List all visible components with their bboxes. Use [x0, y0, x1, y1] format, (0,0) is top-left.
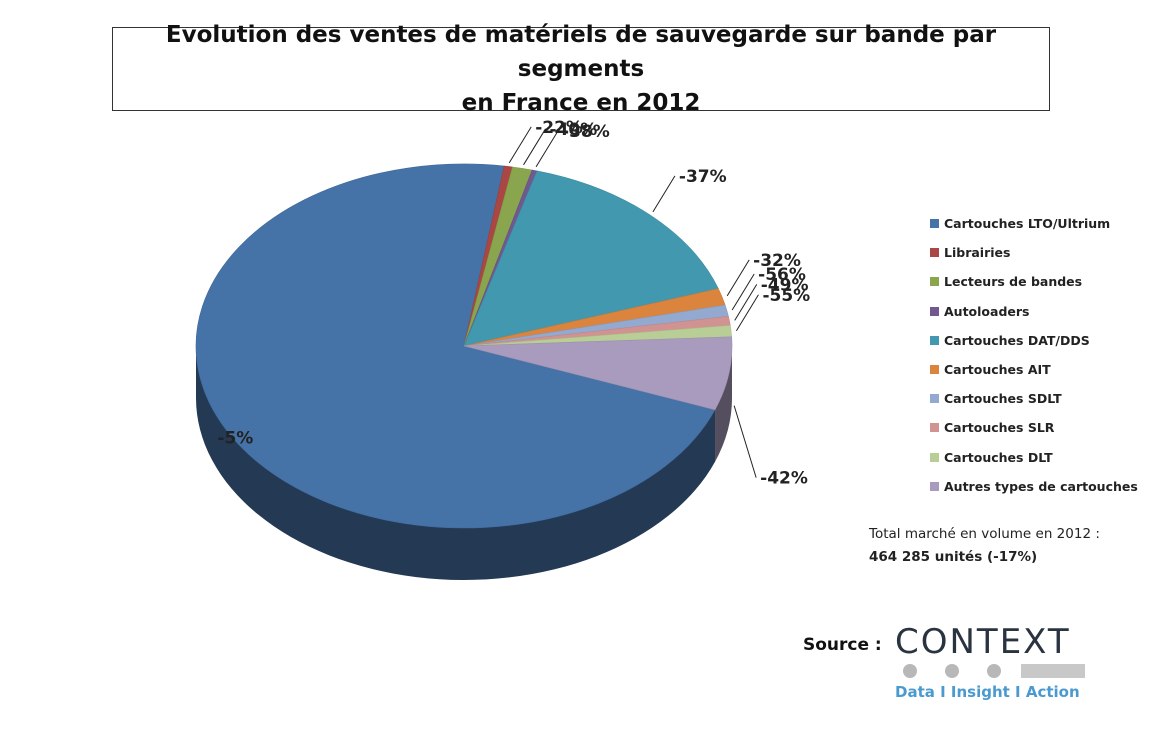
legend-swatch — [930, 248, 939, 258]
leader-line — [652, 175, 676, 213]
leader-line — [733, 405, 757, 478]
legend-item: Autres types de cartouches — [930, 472, 1138, 501]
pie-top-faces — [195, 163, 733, 529]
leader-line — [726, 259, 750, 297]
logo-tagline: Data I Insight I Action — [895, 683, 1080, 701]
leader-line — [508, 126, 532, 164]
chart-title-line-1: Evolution des ventes de matériels de sau… — [165, 22, 997, 82]
legend-item: Cartouches DAT/DDS — [930, 326, 1138, 355]
data-label: -42% — [760, 469, 808, 489]
data-label: -22% — [535, 118, 583, 138]
data-label: -56% — [758, 265, 806, 285]
data-label: -38% — [562, 122, 610, 142]
legend-label: Cartouches AIT — [944, 362, 1051, 378]
legend-item: Autoloaders — [930, 297, 1138, 326]
legend-swatch — [930, 335, 939, 345]
data-label: -49% — [761, 275, 809, 295]
data-label: -32% — [753, 251, 801, 271]
legend-label: Autoloaders — [944, 303, 1030, 319]
legend-item: Lecteurs de bandes — [930, 267, 1138, 296]
legend-label: Cartouches SLR — [944, 420, 1055, 436]
legend-swatch — [930, 394, 939, 404]
data-label: -5% — [217, 428, 253, 448]
legend-label: Cartouches LTO/Ultrium — [944, 216, 1111, 232]
logo-dot — [945, 664, 959, 678]
legend-item: Librairies — [930, 238, 1138, 267]
chart-legend: Cartouches LTO/Ultrium Librairies Lecteurs… — [930, 209, 1138, 501]
legend-item: Cartouches LTO/Ultrium — [930, 209, 1138, 238]
total-market-label: Total marché en volume en 2012 : — [869, 526, 1100, 542]
pie-slice-autres-types-de-cartouches — [463, 336, 733, 411]
legend-label: Cartouches DLT — [944, 449, 1053, 465]
legend-swatch — [930, 365, 939, 375]
legend-item: Cartouches SDLT — [930, 384, 1138, 413]
logo-dots — [895, 662, 1085, 680]
logo-dot — [903, 664, 917, 678]
logo-dot — [987, 664, 1001, 678]
data-label: -40% — [550, 120, 598, 140]
logo-bar — [1021, 664, 1085, 678]
legend-swatch — [930, 306, 939, 316]
legend-label: Lecteurs de bandes — [944, 274, 1083, 290]
context-logo: CONTEXT Data I Insight I Action — [895, 624, 1085, 704]
chart-title-box: Evolution des ventes de matériels de sau… — [112, 22, 1050, 116]
pie-slice-cartouches-lto-ultrium — [195, 163, 716, 529]
legend-item: Cartouches SLR — [930, 413, 1138, 442]
leader-line — [731, 273, 755, 311]
leader-line — [736, 294, 759, 332]
legend-swatch — [930, 219, 939, 229]
pie-labels: -5% -22%-40%-38% -37% -32%-56%-49%-55% -42% — [217, 118, 810, 489]
pie-side-autres-types-de-cartouches — [715, 346, 732, 462]
leader-line — [523, 128, 546, 166]
leader-line — [535, 130, 559, 168]
legend-swatch — [930, 452, 939, 462]
pie-slice-cartouches-dat-dds — [463, 170, 719, 347]
leader-line — [734, 284, 758, 321]
data-label: -55% — [762, 286, 810, 306]
legend-item: Cartouches DLT — [930, 443, 1138, 472]
total-market-note: Total marché en volume en 2012 : 464 285… — [869, 523, 1100, 569]
data-label: -37% — [679, 167, 727, 187]
chart-title-line-2: en France en 2012 — [461, 90, 701, 116]
legend-item: Cartouches AIT — [930, 355, 1138, 384]
legend-swatch — [930, 481, 939, 491]
logo-wordmark: CONTEXT — [895, 622, 1071, 662]
legend-label: Cartouches SDLT — [944, 391, 1062, 407]
legend-label: Librairies — [944, 245, 1011, 261]
total-market-value: 464 285 unités (-17%) — [869, 549, 1038, 565]
source-label: Source : — [803, 635, 882, 655]
pie-side-walls — [196, 346, 732, 581]
legend-label: Autres types de cartouches — [944, 478, 1138, 494]
legend-label: Cartouches DAT/DDS — [944, 332, 1090, 348]
legend-swatch — [930, 423, 939, 433]
pie-side-cartouches-lto-ultrium — [196, 346, 716, 581]
legend-swatch — [930, 277, 939, 287]
